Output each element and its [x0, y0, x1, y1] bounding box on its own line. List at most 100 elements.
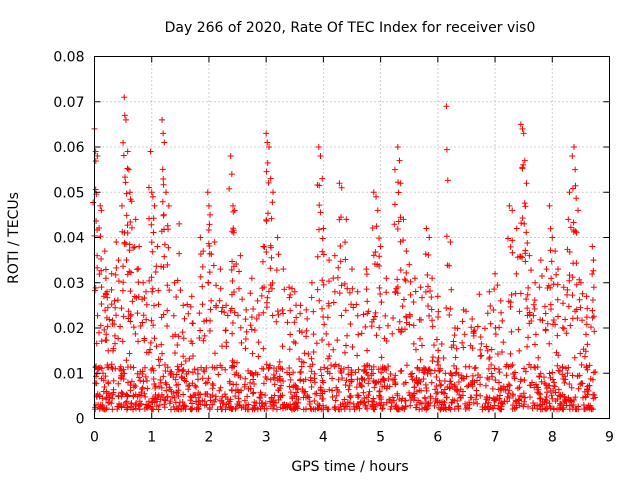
data-point — [546, 370, 553, 377]
data-point — [435, 308, 442, 315]
data-point — [509, 402, 516, 409]
data-point — [584, 305, 591, 312]
data-point — [188, 400, 195, 407]
data-point — [443, 233, 450, 240]
data-point — [503, 363, 510, 370]
data-point — [477, 392, 484, 399]
data-point — [263, 248, 270, 255]
data-point — [294, 399, 301, 406]
data-point — [389, 330, 396, 337]
data-point — [410, 340, 417, 347]
data-point — [260, 380, 267, 387]
data-point — [93, 217, 100, 224]
data-point — [489, 405, 496, 412]
data-point — [531, 341, 538, 348]
data-point — [569, 372, 576, 379]
data-point — [299, 386, 306, 393]
data-point — [394, 390, 401, 397]
data-point — [124, 404, 131, 411]
data-point — [115, 380, 122, 387]
data-point — [547, 247, 554, 254]
data-point — [209, 385, 216, 392]
data-point — [263, 216, 270, 223]
data-point — [346, 289, 353, 296]
data-point — [286, 383, 293, 390]
x-tick-label: 4 — [319, 430, 328, 446]
data-point — [524, 291, 531, 298]
data-point — [274, 234, 281, 241]
data-point — [111, 332, 118, 339]
data-point — [346, 393, 353, 400]
data-point — [549, 234, 556, 241]
data-point — [117, 374, 124, 381]
data-point — [190, 320, 197, 327]
data-point — [490, 307, 497, 314]
data-point — [548, 275, 555, 282]
data-point — [521, 157, 528, 164]
data-point — [155, 406, 162, 413]
data-point — [419, 294, 426, 301]
data-point — [150, 229, 157, 236]
data-point — [519, 125, 526, 132]
data-point — [271, 392, 278, 399]
data-point — [452, 325, 458, 331]
data-point — [166, 400, 173, 407]
data-point — [181, 375, 188, 382]
data-point — [269, 280, 276, 287]
data-point — [429, 317, 436, 324]
data-point — [567, 322, 574, 329]
data-point — [496, 324, 503, 331]
data-point — [539, 406, 546, 413]
data-point — [210, 382, 217, 389]
data-point — [495, 379, 502, 386]
data-point — [242, 375, 249, 382]
data-point — [286, 346, 293, 353]
data-point — [123, 391, 130, 398]
data-point — [192, 392, 199, 399]
data-point — [149, 285, 156, 292]
data-point — [261, 243, 268, 250]
data-point — [239, 296, 246, 303]
data-point — [455, 402, 462, 409]
data-point — [158, 384, 165, 391]
data-point — [313, 390, 320, 397]
data-point — [383, 289, 390, 296]
data-point — [376, 324, 383, 331]
data-point — [436, 377, 443, 384]
data-point — [373, 379, 380, 386]
data-point — [103, 337, 110, 344]
data-point — [518, 220, 525, 227]
data-point — [205, 226, 212, 233]
data-point — [332, 403, 339, 410]
data-point — [320, 402, 327, 409]
data-point — [310, 406, 317, 413]
data-point — [421, 394, 428, 401]
data-point — [452, 354, 459, 361]
data-point — [370, 370, 377, 377]
data-point — [197, 234, 204, 241]
data-point — [143, 377, 150, 384]
data-point — [573, 229, 580, 236]
data-point — [287, 404, 294, 411]
data-point — [176, 250, 183, 257]
data-point — [101, 326, 108, 333]
data-point — [280, 266, 287, 273]
data-point — [174, 277, 181, 284]
data-point — [385, 363, 392, 370]
data-point — [366, 362, 373, 369]
data-point — [373, 193, 380, 200]
data-point — [165, 244, 172, 251]
data-point — [177, 287, 184, 294]
data-point — [433, 390, 440, 397]
data-point — [539, 398, 546, 405]
data-point — [348, 301, 355, 308]
data-point — [569, 185, 576, 192]
data-point — [273, 318, 280, 325]
data-point — [546, 340, 553, 347]
data-point — [572, 182, 579, 189]
data-point — [486, 355, 493, 362]
data-point — [164, 322, 171, 329]
data-point — [275, 311, 282, 318]
data-point — [424, 283, 431, 290]
